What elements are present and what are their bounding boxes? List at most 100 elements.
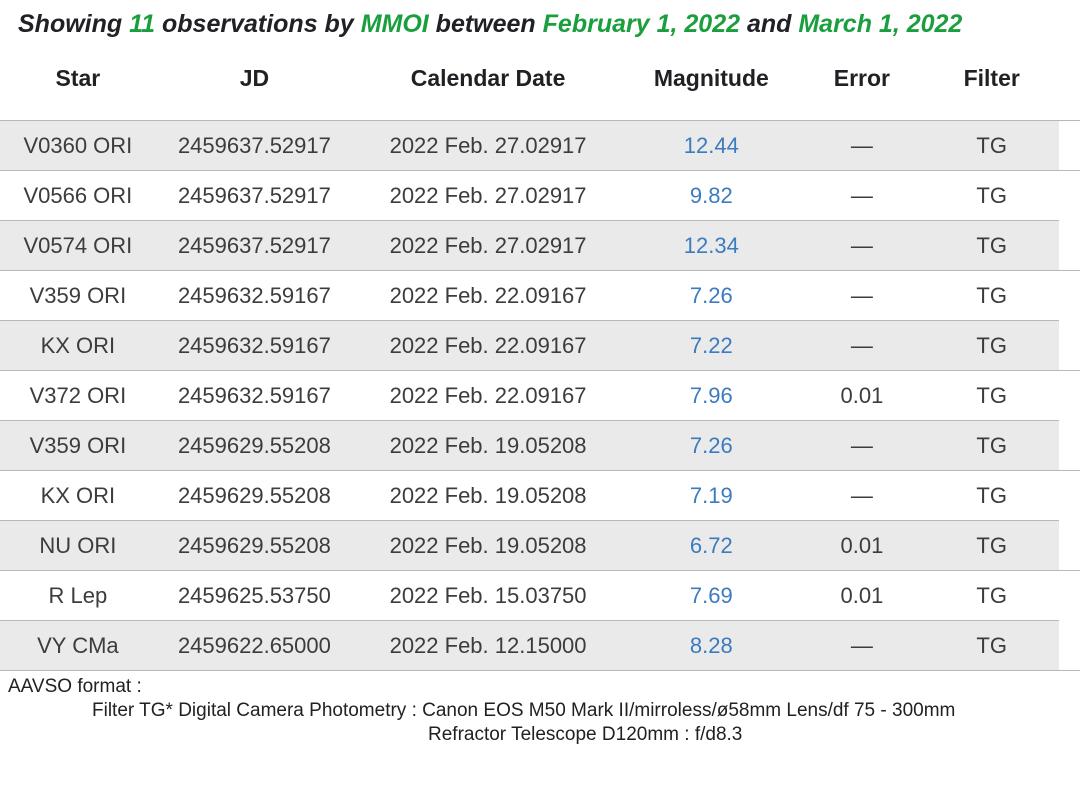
table-header-row: Star JD Calendar Date Magnitude Error Fi… — [0, 59, 1080, 121]
cell-pad — [1059, 371, 1080, 421]
cell-pad — [1059, 321, 1080, 371]
heading-text: observations by — [155, 10, 361, 38]
cell-pad — [1059, 521, 1080, 571]
cell-jd: 2459632.59167 — [156, 271, 353, 321]
table-row[interactable]: V0566 ORI2459637.529172022 Feb. 27.02917… — [0, 171, 1080, 221]
cell-error: — — [800, 471, 925, 521]
cell-date: 2022 Feb. 22.09167 — [353, 271, 623, 321]
cell-error: — — [800, 421, 925, 471]
cell-magnitude: 7.69 — [623, 571, 800, 621]
cell-star: V372 ORI — [0, 371, 156, 421]
table-row[interactable]: KX ORI2459629.552082022 Feb. 19.052087.1… — [0, 471, 1080, 521]
cell-error: 0.01 — [800, 571, 925, 621]
footer-line-3: Refractor Telescope D120mm : f/d8.3 — [8, 723, 1072, 747]
cell-error: — — [800, 621, 925, 671]
observations-table: Star JD Calendar Date Magnitude Error Fi… — [0, 59, 1080, 671]
cell-error: — — [800, 221, 925, 271]
cell-star: V0566 ORI — [0, 171, 156, 221]
heading-text: and — [740, 10, 798, 38]
cell-star: V359 ORI — [0, 271, 156, 321]
heading-end-date: March 1, 2022 — [798, 10, 962, 38]
cell-filter: TG — [924, 121, 1059, 171]
table-row[interactable]: V359 ORI2459629.552082022 Feb. 19.052087… — [0, 421, 1080, 471]
table-row[interactable]: V0360 ORI2459637.529172022 Feb. 27.02917… — [0, 121, 1080, 171]
results-summary-heading: Showing 11 observations by MMOI between … — [0, 0, 1080, 59]
cell-jd: 2459637.52917 — [156, 121, 353, 171]
cell-star: V359 ORI — [0, 421, 156, 471]
table-row[interactable]: KX ORI2459632.591672022 Feb. 22.091677.2… — [0, 321, 1080, 371]
cell-filter: TG — [924, 221, 1059, 271]
cell-date: 2022 Feb. 27.02917 — [353, 221, 623, 271]
cell-filter: TG — [924, 271, 1059, 321]
footer-line-1: AAVSO format : — [8, 676, 142, 697]
cell-jd: 2459629.55208 — [156, 521, 353, 571]
cell-magnitude: 7.26 — [623, 271, 800, 321]
cell-date: 2022 Feb. 27.02917 — [353, 171, 623, 221]
cell-magnitude: 12.44 — [623, 121, 800, 171]
cell-star: R Lep — [0, 571, 156, 621]
heading-observer: MMOI — [361, 10, 429, 38]
cell-error: — — [800, 171, 925, 221]
cell-filter: TG — [924, 421, 1059, 471]
col-header-error[interactable]: Error — [800, 59, 925, 121]
cell-jd: 2459629.55208 — [156, 421, 353, 471]
table-row[interactable]: NU ORI2459629.552082022 Feb. 19.052086.7… — [0, 521, 1080, 571]
cell-filter: TG — [924, 171, 1059, 221]
cell-pad — [1059, 171, 1080, 221]
table-row[interactable]: V0574 ORI2459637.529172022 Feb. 27.02917… — [0, 221, 1080, 271]
cell-date: 2022 Feb. 15.03750 — [353, 571, 623, 621]
table-row[interactable]: VY CMa2459622.650002022 Feb. 12.150008.2… — [0, 621, 1080, 671]
cell-star: NU ORI — [0, 521, 156, 571]
table-row[interactable]: V372 ORI2459632.591672022 Feb. 22.091677… — [0, 371, 1080, 421]
cell-magnitude: 12.34 — [623, 221, 800, 271]
cell-error: — — [800, 271, 925, 321]
cell-date: 2022 Feb. 19.05208 — [353, 421, 623, 471]
col-header-star[interactable]: Star — [0, 59, 156, 121]
cell-jd: 2459637.52917 — [156, 171, 353, 221]
cell-filter: TG — [924, 521, 1059, 571]
col-header-pad — [1059, 59, 1080, 121]
cell-pad — [1059, 571, 1080, 621]
cell-star: KX ORI — [0, 321, 156, 371]
cell-jd: 2459622.65000 — [156, 621, 353, 671]
cell-star: VY CMa — [0, 621, 156, 671]
cell-pad — [1059, 621, 1080, 671]
cell-filter: TG — [924, 471, 1059, 521]
col-header-date[interactable]: Calendar Date — [353, 59, 623, 121]
cell-date: 2022 Feb. 22.09167 — [353, 371, 623, 421]
table-row[interactable]: V359 ORI2459632.591672022 Feb. 22.091677… — [0, 271, 1080, 321]
cell-jd: 2459632.59167 — [156, 321, 353, 371]
cell-magnitude: 7.19 — [623, 471, 800, 521]
cell-filter: TG — [924, 571, 1059, 621]
table-body: V0360 ORI2459637.529172022 Feb. 27.02917… — [0, 121, 1080, 671]
cell-error: — — [800, 121, 925, 171]
cell-error: 0.01 — [800, 371, 925, 421]
cell-magnitude: 9.82 — [623, 171, 800, 221]
cell-filter: TG — [924, 371, 1059, 421]
cell-filter: TG — [924, 321, 1059, 371]
col-header-magnitude[interactable]: Magnitude — [623, 59, 800, 121]
heading-text: Showing — [18, 10, 129, 38]
col-header-filter[interactable]: Filter — [924, 59, 1059, 121]
cell-magnitude: 7.26 — [623, 421, 800, 471]
cell-date: 2022 Feb. 19.05208 — [353, 521, 623, 571]
cell-date: 2022 Feb. 27.02917 — [353, 121, 623, 171]
heading-text: between — [429, 10, 543, 38]
table-row[interactable]: R Lep2459625.537502022 Feb. 15.037507.69… — [0, 571, 1080, 621]
cell-error: — — [800, 321, 925, 371]
heading-count: 11 — [129, 10, 155, 38]
cell-star: V0360 ORI — [0, 121, 156, 171]
cell-pad — [1059, 221, 1080, 271]
cell-magnitude: 8.28 — [623, 621, 800, 671]
cell-jd: 2459629.55208 — [156, 471, 353, 521]
col-header-jd[interactable]: JD — [156, 59, 353, 121]
cell-date: 2022 Feb. 12.15000 — [353, 621, 623, 671]
cell-star: V0574 ORI — [0, 221, 156, 271]
cell-magnitude: 7.96 — [623, 371, 800, 421]
cell-filter: TG — [924, 621, 1059, 671]
cell-magnitude: 7.22 — [623, 321, 800, 371]
cell-pad — [1059, 421, 1080, 471]
cell-error: 0.01 — [800, 521, 925, 571]
cell-jd: 2459637.52917 — [156, 221, 353, 271]
heading-start-date: February 1, 2022 — [543, 10, 740, 38]
